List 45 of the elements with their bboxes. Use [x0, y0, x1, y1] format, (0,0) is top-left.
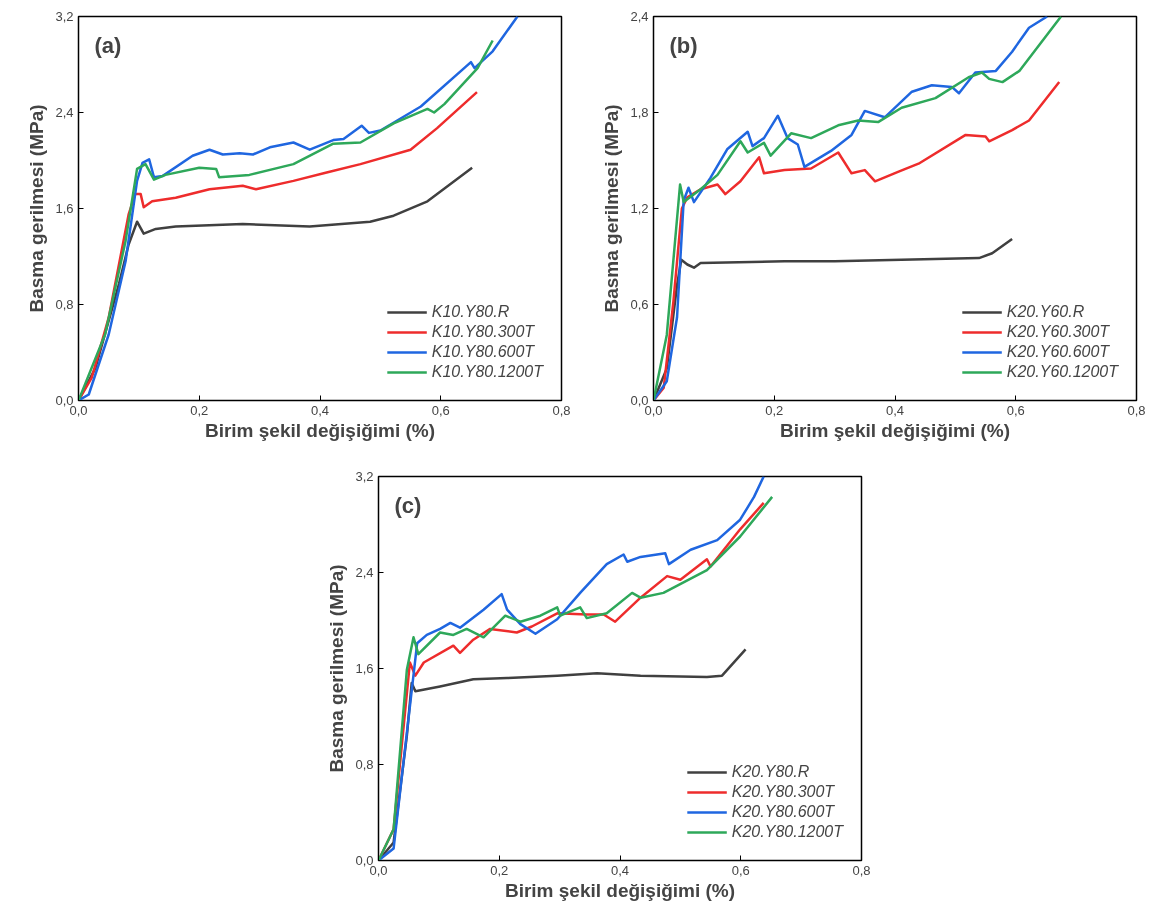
y-tick-label: 0,8 [55, 297, 74, 312]
legend-label: K20.Y80.1200T [731, 823, 843, 841]
annotation: (a) [94, 32, 122, 58]
x-tick-label: 0,4 [610, 862, 630, 878]
x-tick-label: 0,8 [852, 862, 871, 878]
legend-label: K10.Y80.300T [431, 323, 535, 341]
x-tick-label: 0,6 [1006, 402, 1025, 418]
x-tick-label: 0,4 [310, 402, 330, 418]
y-tick-label: 1,2 [630, 201, 649, 216]
y-tick-label: 1,6 [55, 201, 74, 216]
legend-label: K20.Y80.300T [731, 783, 835, 801]
legend-label: K10.Y80.1200T [431, 363, 543, 381]
x-axis-title: Birim şekil değişiğimi (%) [504, 879, 736, 901]
y-tick-label: 1,8 [630, 105, 649, 120]
y-tick-label: 1,6 [355, 661, 374, 676]
annotation: (b) [669, 32, 698, 58]
y-tick-label: 2,4 [55, 105, 74, 120]
annotation: (c) [394, 492, 422, 518]
x-axis-title: Birim şekil değişiğimi (%) [204, 419, 436, 441]
y-axis-title: Basma gerilmesi (MPa) [326, 564, 348, 773]
y-tick-label: 3,2 [55, 9, 74, 24]
y-axis-title: Basma gerilmesi (MPa) [26, 104, 48, 313]
x-tick-label: 0,2 [490, 862, 509, 878]
legend-label: K20.Y60.R [1006, 303, 1085, 321]
x-tick-label: 0,8 [552, 402, 571, 418]
legend-label: K20.Y60.300T [1006, 323, 1110, 341]
x-tick-label: 0,2 [190, 402, 209, 418]
x-axis-title: Birim şekil değişiğimi (%) [779, 419, 1011, 441]
legend-label: K20.Y80.R [731, 763, 810, 781]
x-tick-label: 0,4 [885, 402, 905, 418]
legend-label: K10.Y80.600T [431, 343, 535, 361]
x-tick-label: 0,6 [431, 402, 450, 418]
legend-label: K20.Y80.600T [731, 803, 835, 821]
x-tick-label: 0,8 [1127, 402, 1146, 418]
y-tick-label: 0,8 [355, 757, 374, 772]
y-tick-label: 0,6 [630, 297, 649, 312]
legend-label: K20.Y60.600T [1006, 343, 1110, 361]
y-tick-label: 2,4 [630, 9, 649, 24]
x-tick-label: 0,6 [731, 862, 750, 878]
y-tick-label: 3,2 [355, 469, 374, 484]
y-tick-label: 2,4 [355, 565, 374, 580]
x-tick-label: 0,2 [765, 402, 784, 418]
y-axis-title: Basma gerilmesi (MPa) [601, 104, 623, 313]
legend-label: K20.Y60.1200T [1006, 363, 1118, 381]
legend-label: K10.Y80.R [431, 303, 510, 321]
